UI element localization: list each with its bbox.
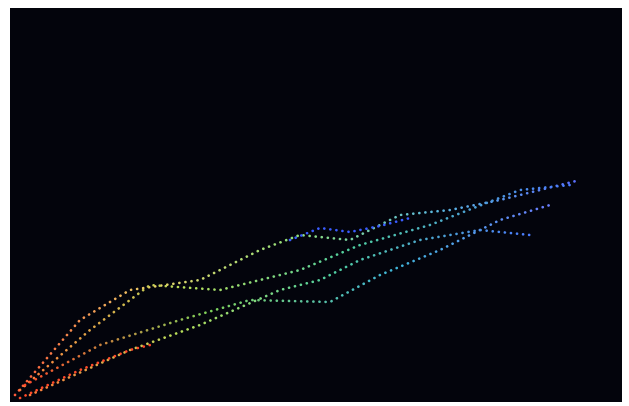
light-trail xyxy=(13,178,582,397)
light-trail xyxy=(18,183,572,392)
light-trail xyxy=(28,228,532,397)
dark-background xyxy=(10,8,622,402)
light-trail xyxy=(288,216,412,242)
